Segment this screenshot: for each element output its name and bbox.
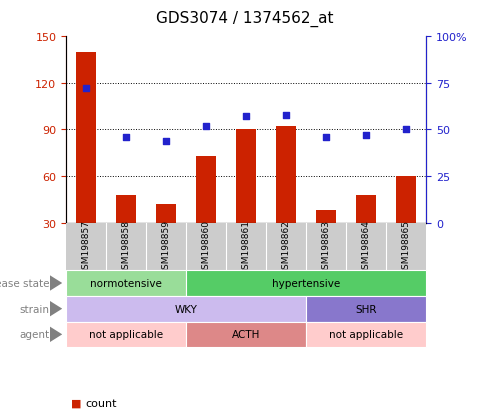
Point <box>402 127 410 133</box>
Text: hypertensive: hypertensive <box>272 278 341 288</box>
Text: GSM198862: GSM198862 <box>282 219 291 274</box>
Bar <box>196 157 216 223</box>
Bar <box>116 195 136 223</box>
Text: strain: strain <box>19 304 49 314</box>
Text: GSM198863: GSM198863 <box>322 219 331 274</box>
Point <box>282 112 290 119</box>
Text: disease state: disease state <box>0 278 49 288</box>
Text: GSM198857: GSM198857 <box>82 219 91 274</box>
Polygon shape <box>50 301 62 317</box>
Text: ■: ■ <box>71 398 81 408</box>
Text: not applicable: not applicable <box>329 330 403 339</box>
Polygon shape <box>50 327 62 342</box>
Text: GSM198865: GSM198865 <box>402 219 411 274</box>
Text: GSM198864: GSM198864 <box>362 219 371 274</box>
Text: SHR: SHR <box>356 304 377 314</box>
Point <box>122 134 130 141</box>
Bar <box>236 130 256 223</box>
Text: WKY: WKY <box>175 304 197 314</box>
Polygon shape <box>50 275 62 291</box>
Text: GSM198861: GSM198861 <box>242 219 251 274</box>
Text: ACTH: ACTH <box>232 330 260 339</box>
Text: normotensive: normotensive <box>90 278 162 288</box>
Text: count: count <box>86 398 117 408</box>
Bar <box>396 177 416 223</box>
Point <box>322 134 330 141</box>
Text: GSM198860: GSM198860 <box>202 219 211 274</box>
Text: agent: agent <box>19 330 49 339</box>
Text: GDS3074 / 1374562_at: GDS3074 / 1374562_at <box>156 10 334 27</box>
Point <box>242 114 250 121</box>
Point <box>162 138 170 145</box>
Bar <box>76 53 96 223</box>
Bar <box>316 211 336 223</box>
Point <box>82 86 90 93</box>
Point <box>202 123 210 130</box>
Bar <box>356 195 376 223</box>
Text: not applicable: not applicable <box>89 330 163 339</box>
Text: GSM198858: GSM198858 <box>122 219 131 274</box>
Bar <box>276 127 296 223</box>
Text: GSM198859: GSM198859 <box>162 219 171 274</box>
Bar <box>156 204 176 223</box>
Point <box>363 133 370 139</box>
